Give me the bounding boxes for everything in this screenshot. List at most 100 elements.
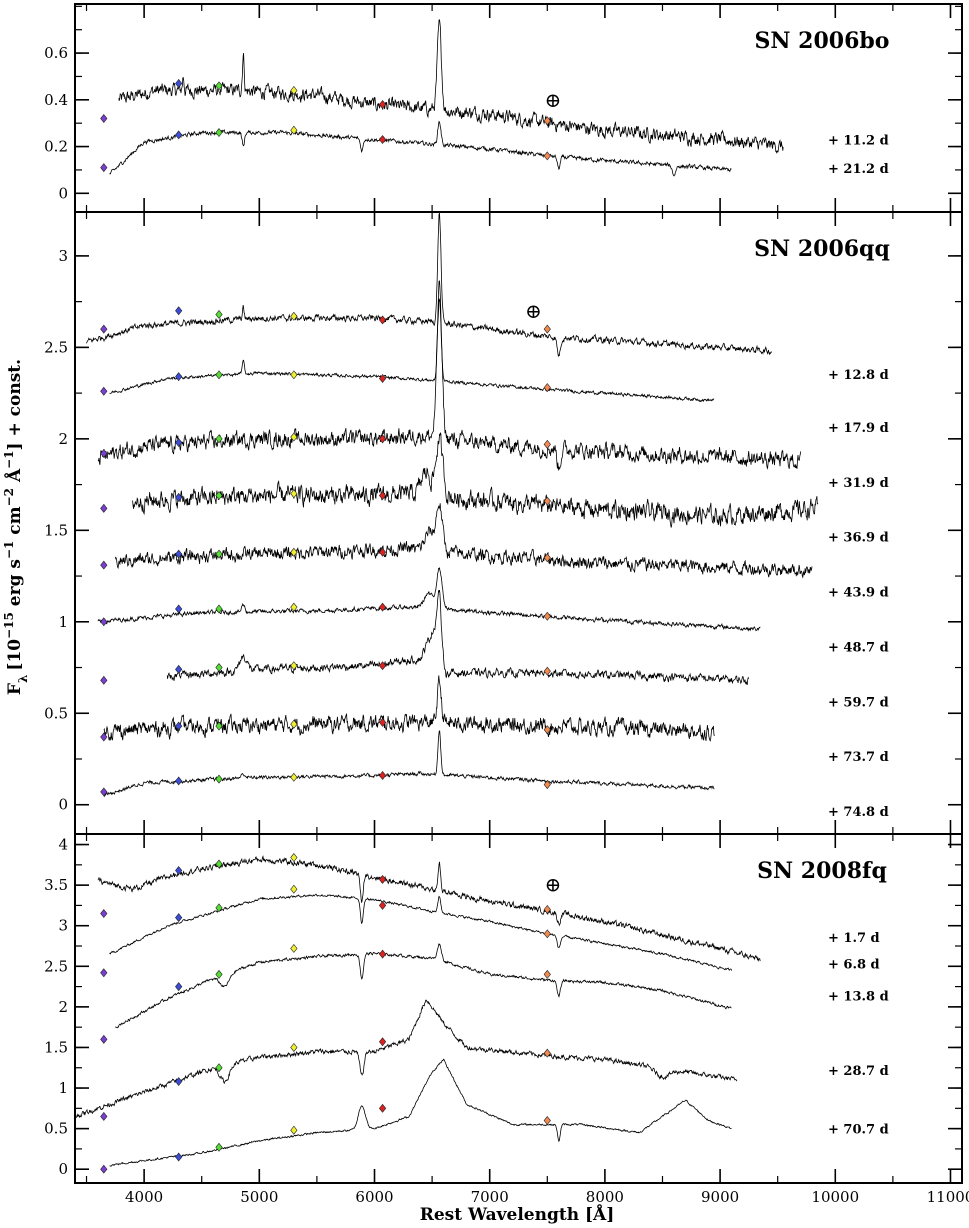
phot-marker: [290, 661, 298, 671]
phot-marker: [215, 1063, 223, 1073]
spectrum-3-3: [115, 943, 732, 1029]
epoch-label: + 74.8 d: [828, 805, 889, 820]
y-tick-label: 3: [58, 247, 68, 265]
phot-marker: [543, 151, 551, 161]
phot-marker: [290, 943, 298, 953]
telluric-symbol: ⊕: [545, 872, 562, 896]
epoch-label: + 12.8 d: [828, 368, 889, 383]
y-tick-label: 4: [58, 836, 68, 854]
phot-marker: [215, 774, 223, 784]
phot-marker: [100, 386, 108, 396]
phot-marker: [215, 434, 223, 444]
phot-marker: [378, 874, 387, 884]
phot-marker: [290, 1125, 298, 1135]
epoch-label: + 17.9 d: [828, 421, 889, 436]
x-tick-label: 4000: [125, 1188, 163, 1206]
x-tick-label: 11000: [927, 1188, 969, 1206]
epoch-label: + 11.2 d: [828, 134, 889, 149]
y-tick-label: 0.5: [44, 704, 68, 722]
spectrum-3-5: [109, 1058, 732, 1167]
epoch-label: + 73.7 d: [828, 750, 889, 765]
epoch-label: + 70.7 d: [828, 1122, 889, 1137]
phot-marker: [543, 439, 551, 449]
panel-3: + 1.7 d + 6.8 d + 13.8 d + 28.7 d + 70.7 d ⊕ S…: [44, 833, 963, 1184]
y-tick-label: 0: [58, 184, 68, 202]
phot-marker: [215, 491, 223, 501]
y-tick-label: 0.6: [44, 44, 68, 62]
panel-frame: [74, 211, 963, 835]
y-tick-label: 0: [58, 796, 68, 814]
phot-marker: [378, 135, 387, 145]
phot-marker: [543, 116, 551, 126]
phot-marker: [175, 78, 183, 88]
spectrum-3-2: [109, 893, 732, 971]
panel-title: SN 2008fq: [757, 858, 887, 884]
phot-marker: [543, 905, 551, 914]
phot-marker: [100, 968, 108, 978]
phot-marker: [290, 432, 298, 442]
phot-marker: [175, 492, 183, 502]
phot-marker: [543, 1048, 551, 1058]
x-tick-label: 5000: [240, 1188, 278, 1206]
epoch-label: + 59.7 d: [828, 695, 889, 710]
phot-marker: [100, 114, 108, 123]
phot-marker: [175, 549, 183, 559]
phot-marker: [215, 969, 223, 979]
spectrum-2-6: [97, 567, 761, 632]
phot-marker: [175, 604, 183, 614]
phot-marker: [100, 449, 108, 458]
y-tick-label: 2: [58, 430, 68, 448]
phot-marker: [378, 602, 387, 612]
phot-marker: [215, 370, 223, 380]
phot-marker: [378, 547, 387, 557]
plot-area: + 11.2 d + 21.2 d ⊕ SN 2006bo 0 0.2 0.4 0.6 + 12…: [44, 3, 969, 1206]
x-tick-label: 9000: [701, 1188, 739, 1206]
phot-marker: [378, 949, 387, 959]
phot-marker: [100, 909, 108, 919]
phot-marker: [543, 496, 551, 506]
phot-marker: [100, 1164, 108, 1174]
phot-marker: [543, 780, 551, 790]
phot-marker: [378, 1037, 387, 1047]
spectrum-1-1: [118, 19, 784, 154]
phot-marker: [100, 787, 108, 797]
phot-marker: [543, 553, 551, 563]
phot-marker: [543, 725, 551, 735]
spectrum-3-1: [97, 855, 761, 962]
x-tick-label: 7000: [471, 1188, 509, 1206]
phot-marker: [378, 717, 387, 727]
y-tick-label: 0: [58, 1160, 68, 1178]
phot-marker: [175, 1152, 183, 1162]
x-tick-label: 8000: [586, 1188, 624, 1206]
epoch-label: + 1.7 d: [828, 931, 880, 946]
phot-marker: [543, 383, 551, 393]
phot-marker: [175, 866, 183, 876]
spectrum-2-3: [97, 298, 802, 471]
y-tick-label: 1.5: [44, 1038, 68, 1056]
x-tick-label: 6000: [355, 1188, 393, 1206]
telluric-symbol: ⊕: [545, 88, 562, 112]
phot-marker: [290, 125, 298, 135]
panel-frame: [74, 833, 963, 1184]
epoch-label: + 21.2 d: [828, 162, 889, 177]
phot-marker: [290, 370, 298, 380]
phot-marker: [290, 311, 298, 321]
phot-marker: [175, 372, 183, 382]
epoch-label: + 6.8 d: [828, 958, 880, 973]
panel-2: + 12.8 d + 17.9 d + 31.9 d + 36.9 d + 43.9 d…: [44, 211, 963, 835]
phot-marker: [543, 611, 551, 621]
phot-marker: [175, 776, 183, 786]
phot-marker: [215, 1142, 223, 1152]
spectrum-1-2: [109, 120, 732, 177]
spectrum-3-4: [75, 999, 738, 1119]
spectrum-2-2: [109, 280, 715, 403]
y-tick-label: 1.5: [44, 521, 68, 539]
phot-marker: [175, 306, 183, 316]
phot-marker: [378, 661, 387, 671]
phot-marker: [100, 732, 108, 742]
phot-marker: [543, 1116, 551, 1125]
phot-marker: [100, 163, 108, 173]
y-tick-label: 0.4: [44, 91, 68, 109]
phot-marker: [215, 549, 223, 559]
